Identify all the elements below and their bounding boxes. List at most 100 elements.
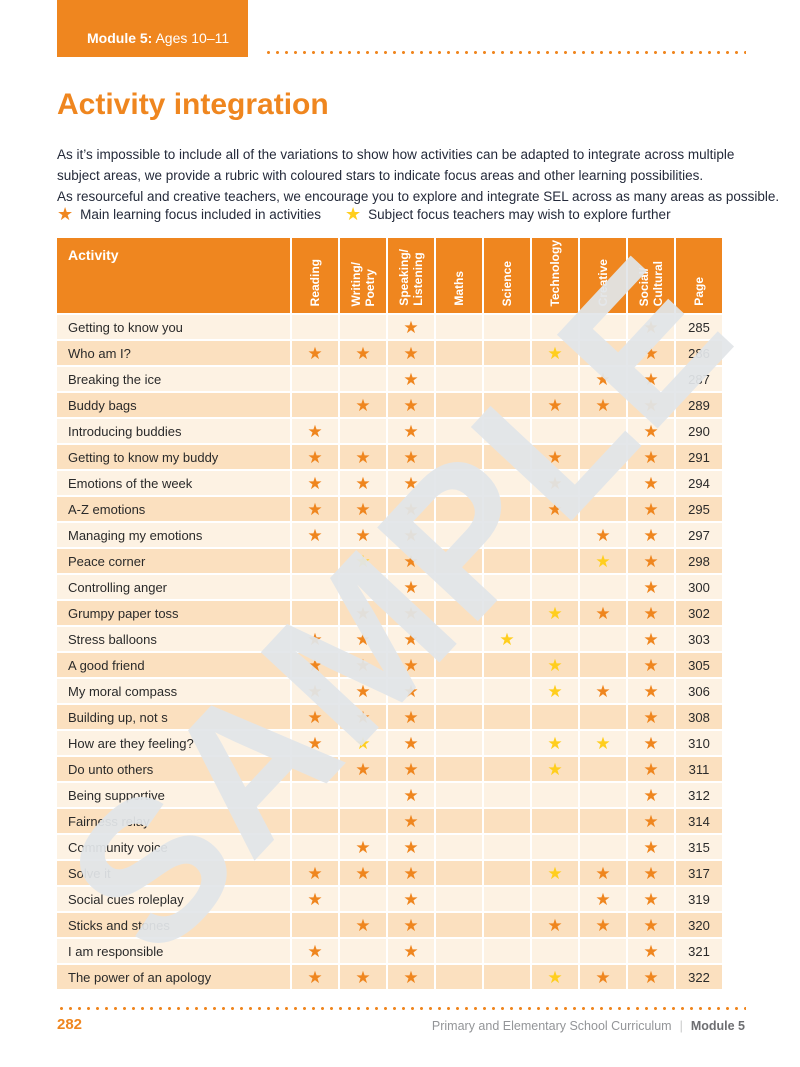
page-cell: 306 [676, 679, 722, 703]
orange-star-icon: ★ [307, 733, 323, 753]
star-cell: ★ [628, 965, 674, 989]
orange-star-icon: ★ [643, 915, 659, 935]
star-cell: ★ [532, 653, 578, 677]
table-row: How are they feeling? ★ ★ ★ ★ ★ ★ 310 [57, 731, 724, 755]
star-cell [580, 809, 626, 833]
star-cell [580, 419, 626, 443]
activity-cell: The power of an apology [57, 965, 290, 989]
orange-star-icon: ★ [643, 707, 659, 727]
page-cell: 319 [676, 887, 722, 911]
star-cell [436, 653, 482, 677]
column-header-label: Social/ Cultural [636, 260, 665, 306]
column-header-creative: Creative [580, 238, 626, 313]
star-cell: ★ [628, 549, 674, 573]
activity-cell: Grumpy paper toss [57, 601, 290, 625]
star-cell [532, 315, 578, 339]
star-cell [484, 549, 530, 573]
star-cell [340, 315, 386, 339]
star-cell: ★ [628, 887, 674, 911]
page-cell: 289 [676, 393, 722, 417]
star-cell: ★ [388, 549, 434, 573]
star-cell [580, 627, 626, 651]
star-cell [436, 367, 482, 391]
module-tab-bold: Module 5: [87, 30, 153, 46]
star-cell [340, 939, 386, 963]
star-cell: ★ [340, 679, 386, 703]
star-cell [532, 783, 578, 807]
orange-star-icon: ★ [643, 499, 659, 519]
star-cell [340, 419, 386, 443]
orange-star-icon: ★ [307, 473, 323, 493]
table-body: Getting to know you ★ ★ 285 Who am I? ★ ★ ★ ★ ★ 28… [57, 315, 724, 989]
star-cell: ★ [532, 601, 578, 625]
footer-dotted-divider [57, 1007, 746, 1010]
star-cell [436, 393, 482, 417]
column-header-technology: Technology [532, 238, 578, 313]
activity-cell: Fairness relay [57, 809, 290, 833]
orange-star-icon: ★ [403, 499, 419, 519]
star-cell [436, 757, 482, 781]
star-cell: ★ [340, 471, 386, 495]
activity-table: Activity Reading Writing/ Poetry Speaking/ … [57, 238, 724, 989]
orange-star-icon: ★ [307, 863, 323, 883]
star-cell: ★ [292, 939, 338, 963]
star-cell: ★ [340, 861, 386, 885]
star-cell: ★ [340, 445, 386, 469]
activity-cell: Who am I? [57, 341, 290, 365]
star-cell [436, 679, 482, 703]
star-cell [484, 523, 530, 547]
star-cell [436, 419, 482, 443]
page-cell: 322 [676, 965, 722, 989]
star-cell: ★ [388, 835, 434, 859]
intro-line: As it’s impossible to include all of the… [57, 147, 735, 162]
star-cell [532, 835, 578, 859]
star-cell [484, 939, 530, 963]
star-cell [484, 471, 530, 495]
orange-star-icon: ★ [643, 655, 659, 675]
star-cell [532, 367, 578, 391]
column-header-maths: Maths [436, 238, 482, 313]
header-dotted-divider [264, 51, 746, 54]
star-cell [436, 549, 482, 573]
star-cell [292, 575, 338, 599]
orange-star-icon: ★ [403, 915, 419, 935]
star-cell [484, 419, 530, 443]
activity-cell: Breaking the ice [57, 367, 290, 391]
star-cell [436, 341, 482, 365]
star-cell: ★ [388, 445, 434, 469]
orange-star-icon: ★ [595, 967, 611, 987]
star-cell: ★ [388, 939, 434, 963]
star-cell: ★ [388, 575, 434, 599]
star-cell: ★ [388, 601, 434, 625]
table-row: Being supportive ★ ★ 312 [57, 783, 724, 807]
orange-star-icon: ★ [307, 655, 323, 675]
star-cell [532, 705, 578, 729]
star-cell [340, 809, 386, 833]
table-row: A-Z emotions ★ ★ ★ ★ ★ 295 [57, 497, 724, 521]
star-cell: ★ [388, 965, 434, 989]
page-cell: 308 [676, 705, 722, 729]
legend-item-explore-further: ★ Subject focus teachers may wish to exp… [345, 205, 671, 223]
star-cell [340, 783, 386, 807]
star-cell: ★ [628, 653, 674, 677]
orange-star-icon: ★ [595, 889, 611, 909]
table-row: Community voice ★ ★ ★ 315 [57, 835, 724, 859]
star-cell: ★ [340, 757, 386, 781]
star-cell [292, 809, 338, 833]
star-cell: ★ [628, 939, 674, 963]
column-header-label: Science [499, 260, 514, 306]
orange-star-icon: ★ [403, 447, 419, 467]
orange-star-icon: ★ [355, 681, 371, 701]
star-cell: ★ [388, 471, 434, 495]
star-cell: ★ [388, 705, 434, 729]
star-cell: ★ [388, 861, 434, 885]
yellow-star-icon: ★ [547, 863, 563, 883]
activity-cell: Peace corner [57, 549, 290, 573]
table-row: Introducing buddies ★ ★ ★ 290 [57, 419, 724, 443]
orange-star-icon: ★ [307, 343, 323, 363]
orange-star-icon: ★ [403, 577, 419, 597]
orange-star-icon: ★ [643, 837, 659, 857]
star-cell [292, 835, 338, 859]
star-cell: ★ [628, 367, 674, 391]
yellow-star-icon: ★ [499, 629, 515, 649]
